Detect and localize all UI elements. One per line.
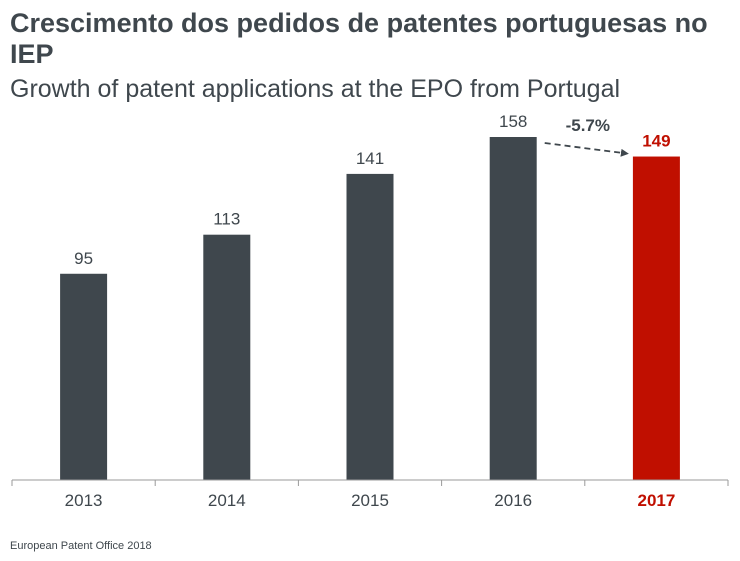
- value-label-2014: 113: [213, 210, 240, 229]
- source-note: European Patent Office 2018: [10, 540, 152, 552]
- bar-2013: [60, 273, 108, 480]
- category-label-2013: 2013: [65, 491, 103, 510]
- chart-title: Crescimento dos pedidos de patentes port…: [10, 8, 708, 69]
- value-label-2015: 141: [356, 149, 384, 168]
- bar-2017: [632, 156, 680, 481]
- value-label-2013: 95: [74, 249, 93, 268]
- change-label: -5.7%: [566, 116, 610, 135]
- category-label-2014: 2014: [208, 491, 246, 510]
- bar-2014: [203, 234, 251, 480]
- value-label-2017: 149: [642, 132, 670, 151]
- category-label-2015: 2015: [351, 491, 389, 510]
- bar-2015: [346, 173, 394, 480]
- change-arrow: [544, 142, 629, 157]
- chart-subtitle: Growth of patent applications at the EPO…: [10, 75, 621, 103]
- value-label-2016: 158: [499, 112, 527, 131]
- category-label-2017: 2017: [637, 491, 675, 510]
- bar-2016: [489, 137, 537, 480]
- category-label-2016: 2016: [494, 491, 532, 510]
